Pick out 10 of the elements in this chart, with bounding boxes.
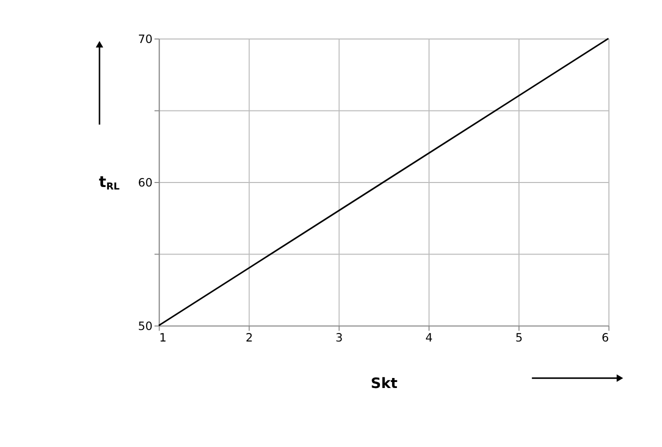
- y-tick-label: 60: [138, 175, 153, 190]
- x-tick-label: 4: [425, 330, 433, 344]
- x-tick-label: 1: [159, 330, 167, 344]
- x-tick-label: 5: [515, 330, 523, 344]
- y-tick-label: 50: [138, 318, 153, 333]
- y-tick-label: 70: [138, 32, 153, 46]
- x-axis-title: Skt: [370, 376, 398, 392]
- x-tick-label: 2: [246, 330, 253, 344]
- x-tick-label: 3: [335, 330, 343, 344]
- x-tick-label: 6: [602, 330, 609, 344]
